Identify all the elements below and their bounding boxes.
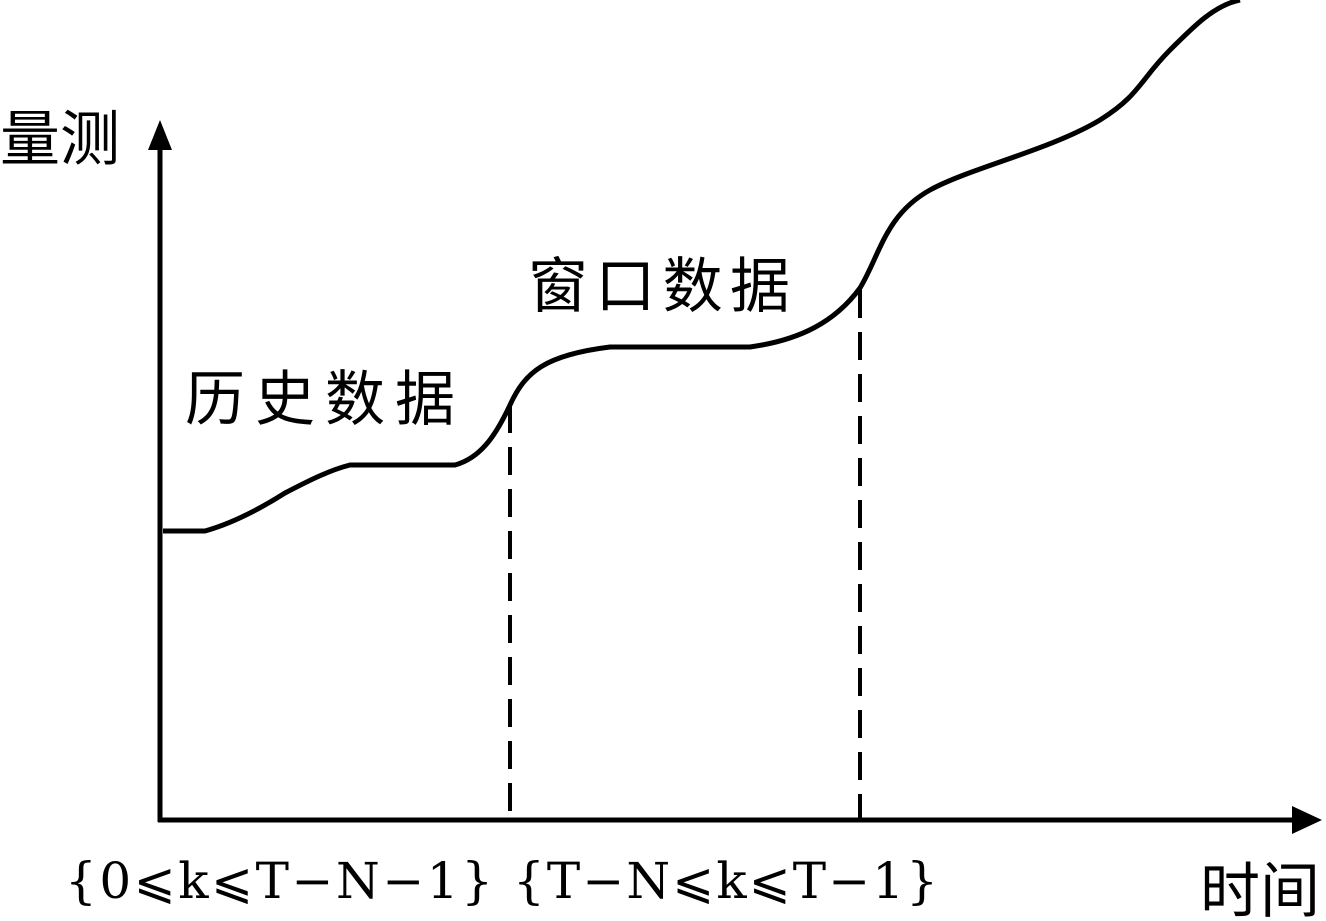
y-axis-label: 量测: [0, 105, 120, 175]
measurement-curve: [163, 0, 1241, 534]
x-axis-label: 时间: [1200, 857, 1320, 921]
region-label: 历史数据: [185, 365, 455, 435]
region-label: 窗口数据: [528, 252, 790, 322]
range-label: {0⩽k⩽T−N−1}: [65, 852, 493, 910]
range-label: {T−N⩽k⩽T−1}: [513, 852, 938, 910]
y-arrow: [148, 120, 172, 150]
x-arrow: [1292, 806, 1322, 834]
